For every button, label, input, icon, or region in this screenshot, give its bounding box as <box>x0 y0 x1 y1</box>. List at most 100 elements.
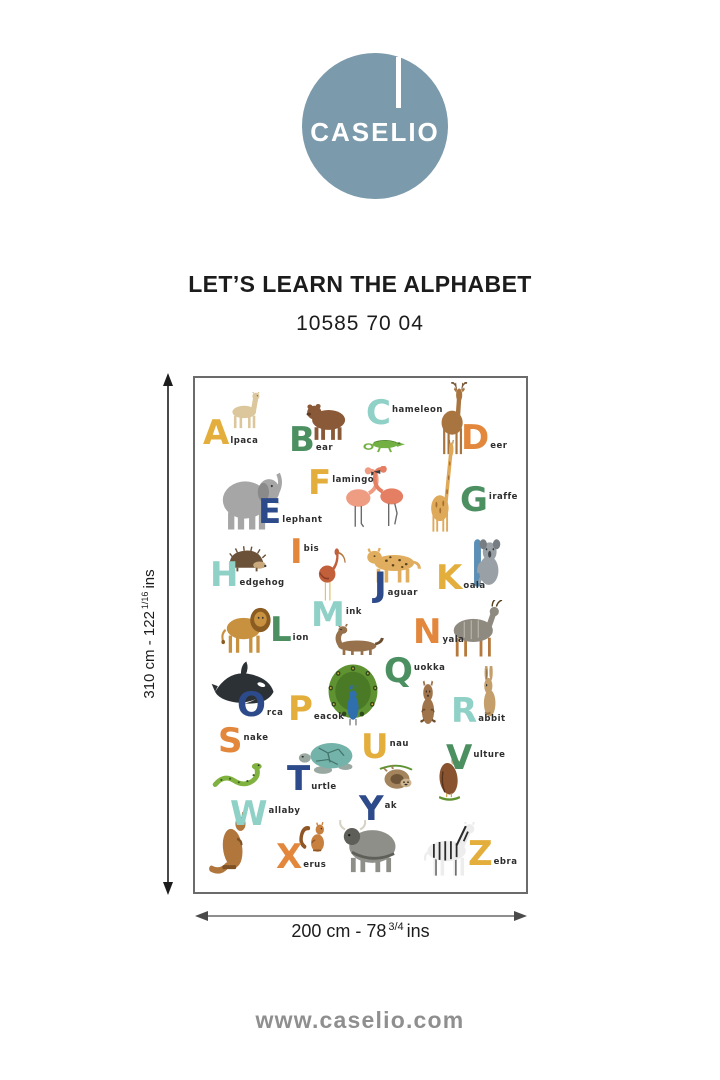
yak-illustration <box>337 818 405 875</box>
brand-logo: CASELIO <box>302 53 448 199</box>
label-hedgehog: edgehog <box>239 577 285 588</box>
alpaca-illustration <box>223 392 270 430</box>
label-alpaca: lpaca <box>230 435 259 446</box>
label-flamingo: lamingo <box>332 475 375 485</box>
label-lion: ion <box>292 632 309 643</box>
label-nyala: yala <box>442 634 465 645</box>
letter-t: T <box>287 759 311 799</box>
width-dimension-label: 200 cm - 78 3/4 ins <box>193 921 528 942</box>
snake-illustration <box>209 747 271 794</box>
label-jaguar: aguar <box>387 587 418 598</box>
width-arrow <box>195 911 527 921</box>
label-peacock: eacok <box>313 711 345 722</box>
flamingo-illustration <box>337 466 413 530</box>
unau-illustration <box>372 762 422 793</box>
zebra-illustration <box>414 822 485 877</box>
wallaby-illustration <box>208 812 264 875</box>
product-title: LET’S LEARN THE ALPHABET <box>188 271 532 297</box>
orca-illustration <box>211 660 279 718</box>
quokka-illustration <box>411 678 445 727</box>
width-main: 200 cm - 78 <box>291 921 387 941</box>
letter-s: S <box>218 721 243 761</box>
letter-o: O <box>237 685 266 725</box>
turtle-illustration <box>295 737 365 781</box>
hedgehog-illustration <box>223 539 271 575</box>
letter-u: U <box>361 727 389 767</box>
letter-w: W <box>230 794 268 834</box>
nyala-illustration <box>439 600 509 658</box>
label-elephant: lephant <box>282 514 323 525</box>
letter-d: D <box>461 418 490 458</box>
letter-n: N <box>413 612 442 652</box>
label-wallaby: allaby <box>268 806 301 816</box>
chameleon-illustration <box>360 428 410 454</box>
jaguar-illustration <box>360 540 426 586</box>
label-ibis: bis <box>303 544 320 554</box>
letter-y: Y <box>359 789 384 829</box>
rabbit-illustration <box>472 666 506 719</box>
brand-name: CASELIO <box>310 117 440 147</box>
label-vulture: ulture <box>473 750 506 760</box>
koala-illustration <box>463 538 509 588</box>
label-quokka: uokka <box>413 663 446 673</box>
letter-g: G <box>460 480 488 520</box>
letter-e: E <box>258 492 282 532</box>
brand-logo-bar <box>396 57 401 108</box>
bear-illustration <box>300 400 355 442</box>
ibis-illustration <box>306 547 352 604</box>
label-koala: oala <box>463 580 486 591</box>
label-chameleon: hameleon <box>391 405 443 415</box>
product-reference: 10585 70 04 <box>296 312 424 335</box>
letter-r: R <box>451 691 478 731</box>
label-giraffe: iraffe <box>488 492 518 502</box>
vulture-illustration <box>426 753 473 802</box>
label-xerus: erus <box>303 859 327 870</box>
peacock-illustration <box>316 662 390 727</box>
label-bear: ear <box>315 442 334 453</box>
height-unit: ins <box>141 569 158 589</box>
height-main: 310 cm - 122 <box>141 611 158 699</box>
letter-p: P <box>288 689 313 729</box>
label-mink: ink <box>345 607 362 617</box>
xerus-illustration <box>297 818 335 855</box>
height-fraction: 1/16 <box>140 591 150 610</box>
label-orca: rca <box>266 707 284 718</box>
elephant-illustration <box>213 469 283 531</box>
letter-z: Z <box>468 834 493 874</box>
label-snake: nake <box>243 733 269 743</box>
brand-logo-circle <box>302 53 448 199</box>
label-yak: ak <box>384 801 398 811</box>
height-dimension-label: 310 cm - 1221/16 ins <box>140 569 158 698</box>
letter-h: H <box>210 555 239 595</box>
letter-x: X <box>276 837 303 877</box>
label-rabbit: abbit <box>478 713 506 724</box>
letter-b: B <box>289 420 315 460</box>
letter-j: J <box>374 565 387 605</box>
height-arrow <box>163 373 173 895</box>
label-zebra: ebra <box>493 856 518 867</box>
lion-illustration <box>216 600 276 657</box>
width-unit: ins <box>406 921 430 941</box>
website-text: www.caselio.com <box>255 1007 465 1033</box>
